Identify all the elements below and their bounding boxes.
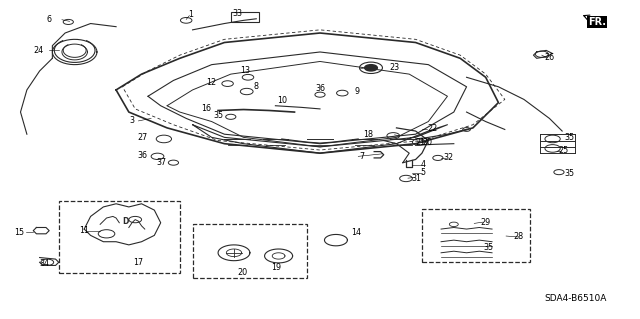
Text: 35: 35 xyxy=(484,243,494,252)
Text: 12: 12 xyxy=(207,78,217,87)
Text: 25: 25 xyxy=(558,146,568,155)
Text: 35: 35 xyxy=(564,169,575,178)
Text: 15: 15 xyxy=(14,228,24,237)
Text: 29: 29 xyxy=(481,218,491,226)
Text: 6: 6 xyxy=(47,15,52,24)
Text: 35: 35 xyxy=(564,133,575,142)
Bar xyxy=(59,201,180,273)
Text: 20: 20 xyxy=(237,268,247,277)
Text: 34: 34 xyxy=(40,259,50,268)
Bar xyxy=(422,209,531,262)
Text: 17: 17 xyxy=(133,258,143,267)
Text: 22: 22 xyxy=(428,124,438,133)
Text: 5: 5 xyxy=(420,168,426,177)
Circle shape xyxy=(365,65,378,71)
Text: 36: 36 xyxy=(138,151,148,160)
Text: 23: 23 xyxy=(390,63,399,72)
Text: SDA4-B6510A: SDA4-B6510A xyxy=(545,294,607,303)
Text: 13: 13 xyxy=(240,65,250,75)
Text: 28: 28 xyxy=(514,233,524,241)
Text: 26: 26 xyxy=(545,53,554,62)
Text: 27: 27 xyxy=(138,133,148,142)
Text: D: D xyxy=(122,217,129,226)
Text: FR.: FR. xyxy=(588,17,606,27)
Text: 24: 24 xyxy=(33,46,44,55)
Text: 4: 4 xyxy=(420,160,426,169)
Text: 30: 30 xyxy=(422,137,432,147)
Text: 3: 3 xyxy=(129,116,134,125)
Text: 14: 14 xyxy=(351,228,361,237)
Bar xyxy=(193,224,307,278)
Text: 9: 9 xyxy=(355,87,360,96)
Bar xyxy=(231,12,259,22)
Text: 19: 19 xyxy=(271,263,282,272)
Text: FR.: FR. xyxy=(588,17,606,27)
Text: 16: 16 xyxy=(202,104,212,113)
Text: 37: 37 xyxy=(157,158,167,167)
Text: 32: 32 xyxy=(444,153,454,162)
Text: 7: 7 xyxy=(360,152,365,161)
Text: 33: 33 xyxy=(232,9,242,18)
Text: 8: 8 xyxy=(254,82,259,91)
Text: 18: 18 xyxy=(364,130,373,139)
Text: 1: 1 xyxy=(188,10,193,19)
Text: 31: 31 xyxy=(412,174,422,183)
Text: 10: 10 xyxy=(276,96,287,105)
Text: 35: 35 xyxy=(213,111,223,120)
Text: 11: 11 xyxy=(79,226,89,235)
Text: 21: 21 xyxy=(415,137,426,147)
Text: 36: 36 xyxy=(315,85,325,93)
